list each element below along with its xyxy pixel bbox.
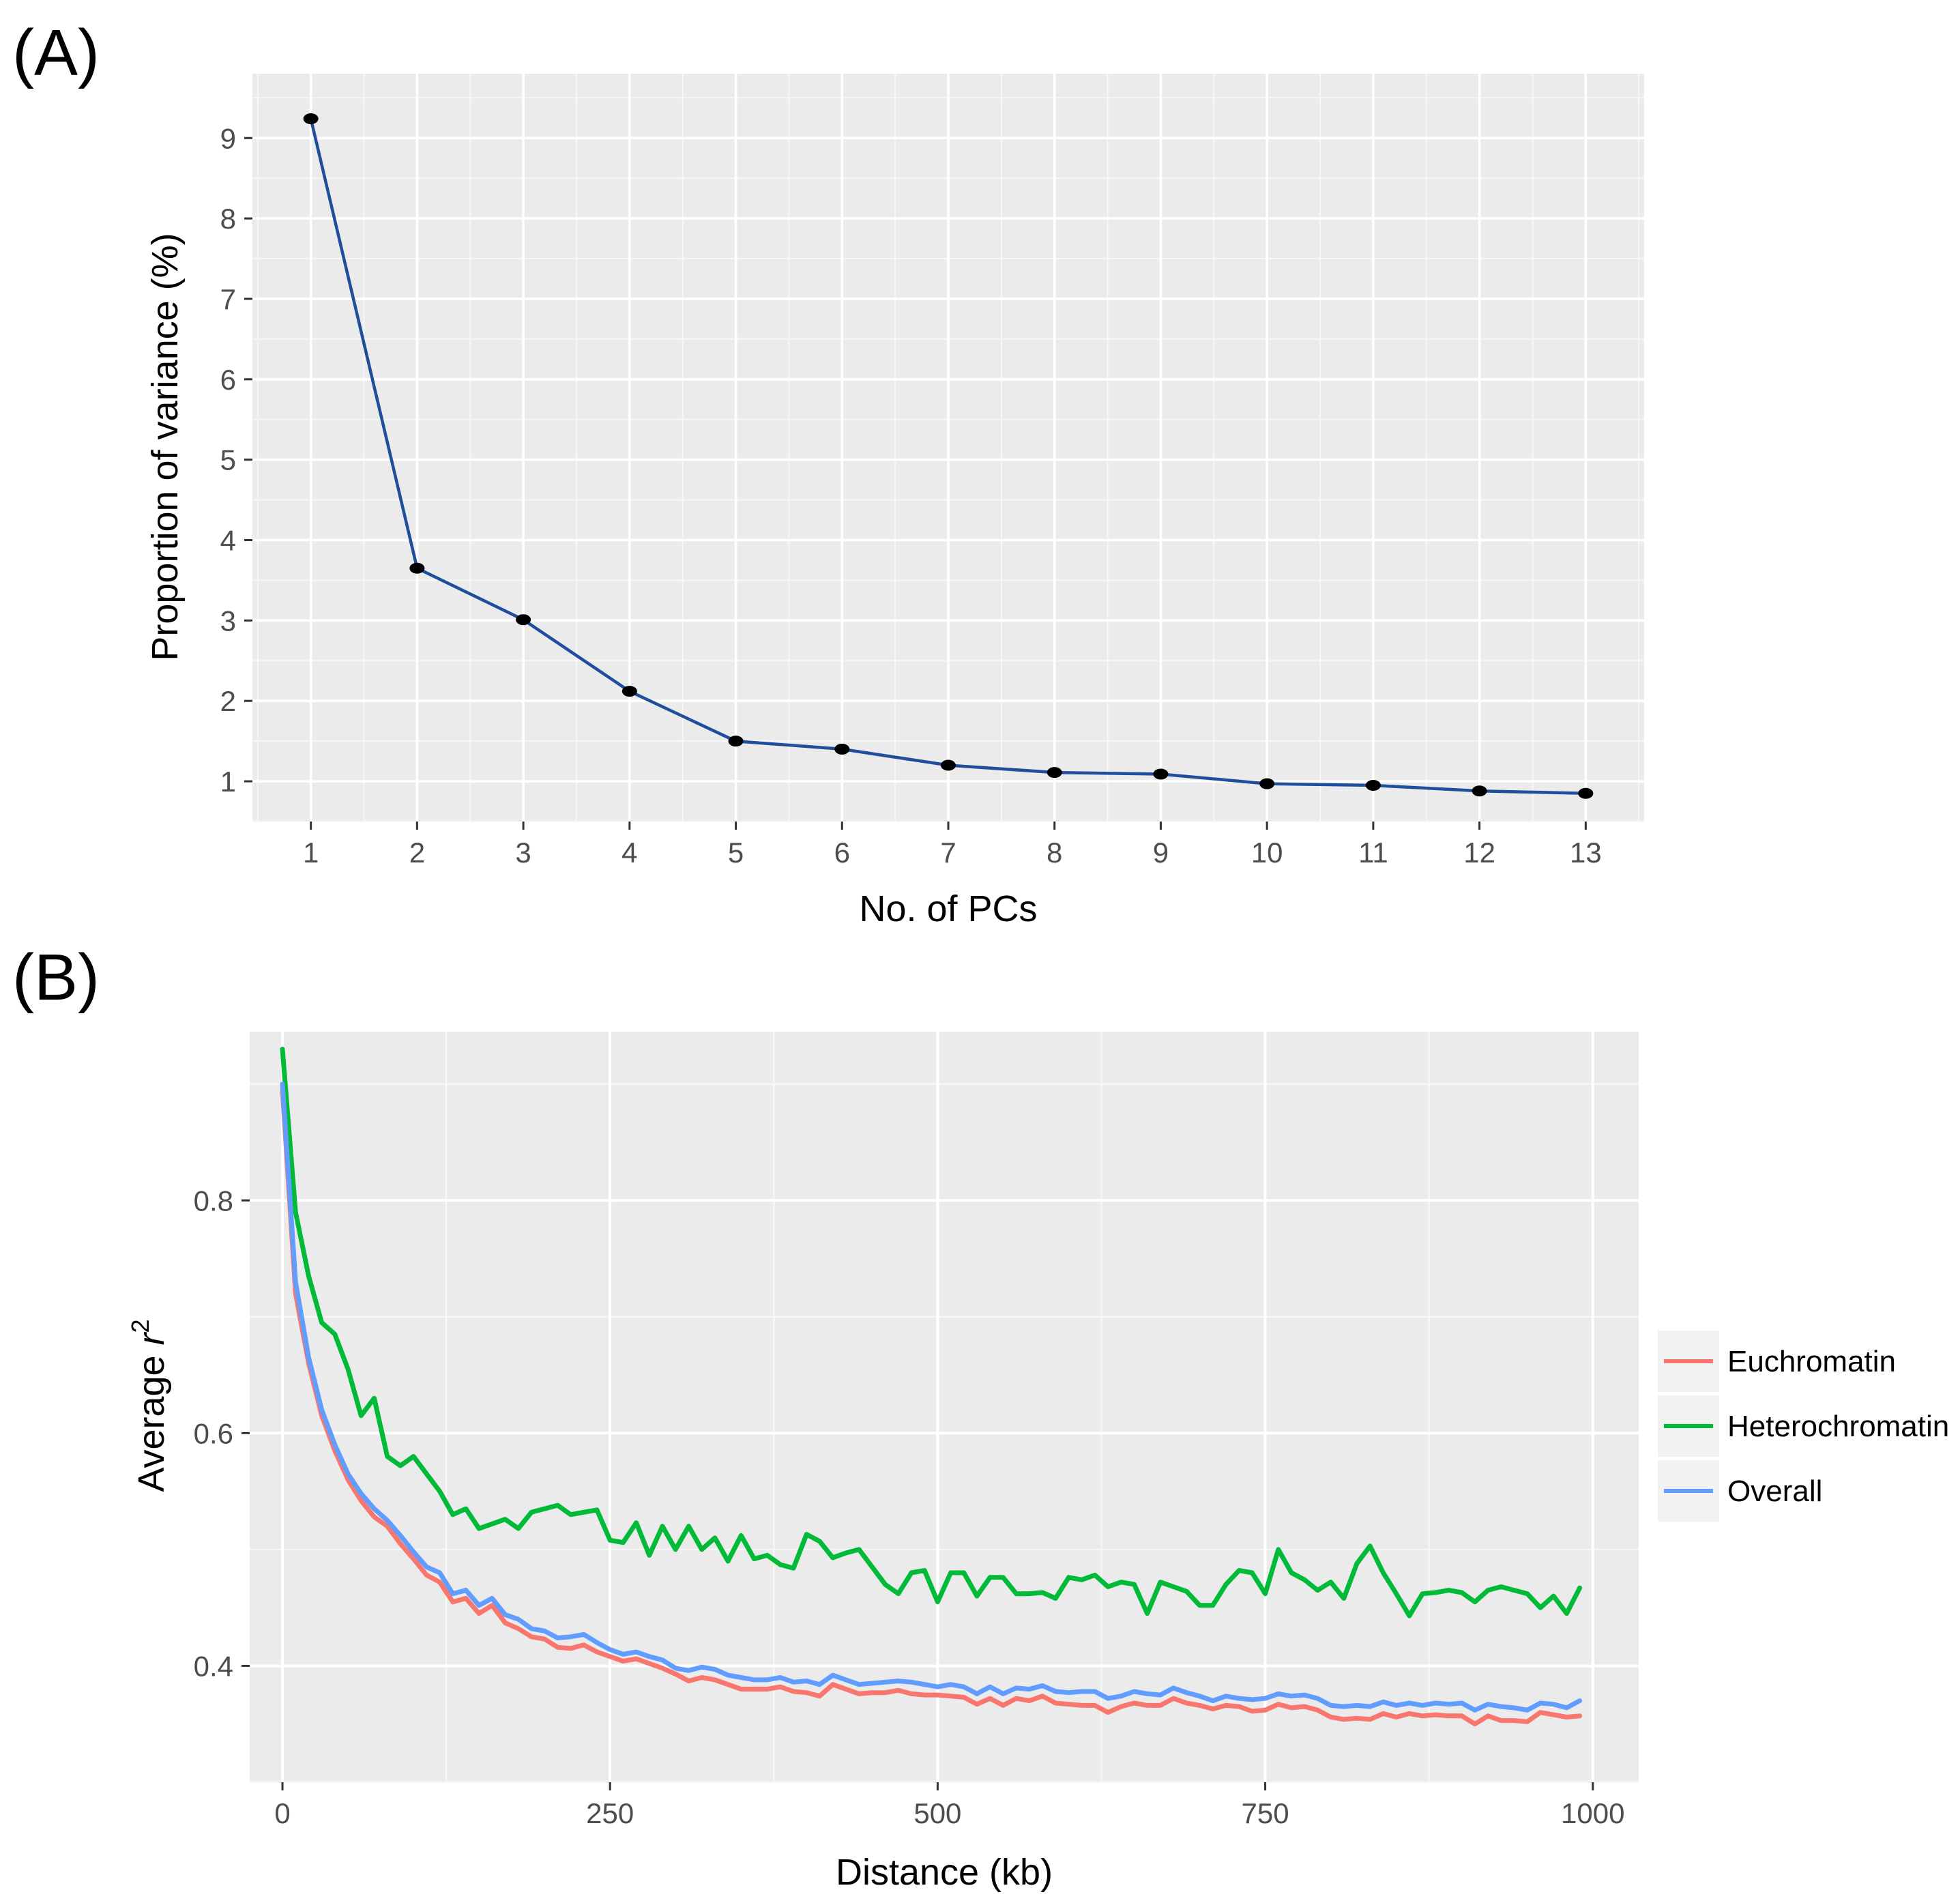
y-tick-label: 4 — [220, 525, 236, 557]
data-point — [834, 743, 850, 755]
legend-label-euchromatin: Euchromatin — [1727, 1345, 1896, 1378]
data-point — [1365, 779, 1381, 791]
series-line-overall — [280, 1081, 1583, 1713]
series-line-heterochromatin — [280, 1047, 1583, 1618]
y-tick-label: 1 — [220, 766, 236, 798]
legend-label-heterochromatin: Heterochromatin — [1727, 1410, 1949, 1443]
panel-b-axes: 0 250 500 750 1000 0.4 0.6 0.8 — [194, 1185, 1625, 1829]
x-tick-label: 2 — [409, 837, 425, 869]
data-point — [516, 614, 531, 626]
x-tick-label: 500 — [913, 1797, 961, 1829]
y-title-sup: 2 — [126, 1319, 154, 1333]
panel-b-gridlines — [250, 1032, 1639, 1784]
data-point — [1578, 787, 1594, 799]
x-tick-label: 13 — [1570, 837, 1602, 869]
data-point — [1047, 767, 1062, 779]
panel-b: (B) 0 250 500 750 1000 0.4 0.6 0.8 Distance (kb… — [12, 941, 1949, 1893]
x-tick-label: 750 — [1242, 1797, 1289, 1829]
x-tick-label: 11 — [1358, 837, 1388, 869]
y-tick-label: 0.8 — [194, 1185, 233, 1217]
panel-a-label: (A) — [12, 16, 100, 89]
panel-a-data — [303, 113, 1594, 799]
y-title-italic: r — [131, 1331, 172, 1345]
panel-b-plot-background — [250, 1032, 1639, 1782]
y-tick-label: 0.4 — [194, 1650, 233, 1682]
x-tick-label: 5 — [728, 837, 744, 869]
x-tick-label: 10 — [1251, 837, 1283, 869]
x-tick-label: 7 — [940, 837, 956, 869]
x-tick-label: 6 — [834, 837, 850, 869]
y-tick-label: 8 — [220, 203, 236, 235]
panel-b-x-axis-title: Distance (kb) — [836, 1852, 1053, 1893]
y-title-main: Average — [131, 1345, 172, 1492]
panel-a-y-axis-title: Proportion of variance (%) — [145, 233, 186, 660]
legend: Euchromatin Heterochromatin Overall — [1658, 1331, 1949, 1522]
y-tick-label: 9 — [220, 122, 236, 154]
y-tick-label: 5 — [220, 444, 236, 476]
panel-b-data — [280, 1047, 1583, 1727]
x-tick-label: 1 — [303, 837, 319, 869]
data-point — [303, 113, 319, 124]
series-line-euchromatin — [280, 1087, 1583, 1727]
x-tick-label: 9 — [1153, 837, 1169, 869]
y-tick-label: 7 — [220, 283, 236, 315]
legend-label-overall: Overall — [1727, 1475, 1822, 1508]
x-tick-label: 1000 — [1561, 1797, 1624, 1829]
data-point — [941, 759, 956, 771]
panel-a-x-axis-title: No. of PCs — [859, 888, 1037, 929]
x-tick-label: 12 — [1463, 837, 1495, 869]
x-tick-label: 4 — [621, 837, 637, 869]
x-tick-label: 8 — [1047, 837, 1062, 869]
y-tick-label: 3 — [220, 605, 236, 637]
panel-b-y-axis-title: Average r2 — [126, 1319, 172, 1492]
data-point — [1472, 785, 1487, 797]
x-tick-label: 250 — [586, 1797, 634, 1829]
data-point — [409, 562, 425, 574]
data-point — [1259, 778, 1275, 789]
data-point — [728, 736, 744, 747]
data-point — [621, 686, 637, 697]
panel-b-label: (B) — [12, 941, 100, 1014]
x-tick-label: 0 — [274, 1797, 290, 1829]
x-tick-label: 3 — [515, 837, 531, 869]
panel-a-gridlines — [252, 74, 1644, 822]
data-point — [1153, 768, 1169, 780]
y-tick-label: 2 — [220, 685, 236, 717]
y-tick-label: 6 — [220, 364, 236, 396]
y-tick-label: 0.6 — [194, 1417, 233, 1449]
